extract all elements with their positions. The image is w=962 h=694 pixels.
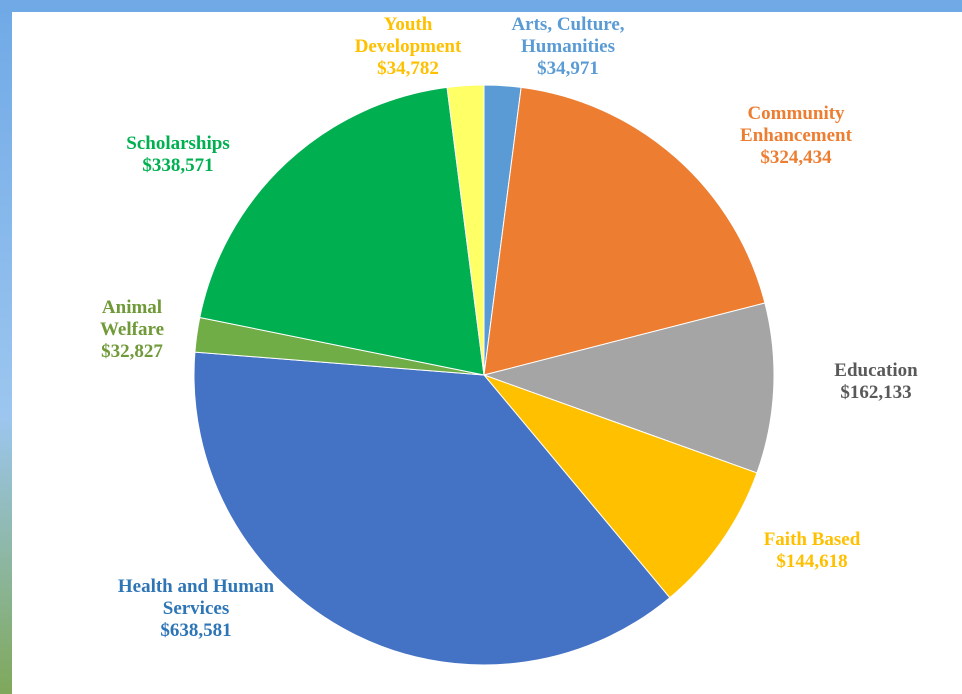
value-label: $338,571 (142, 155, 214, 176)
value-label: $324,434 (760, 147, 832, 168)
value-label: $32,827 (101, 341, 163, 362)
category-label: Faith Based (763, 529, 861, 550)
category-label: Scholarships (126, 133, 230, 154)
slice-label: Animal Welfare $32,827 (87, 297, 177, 363)
pie-slice (482, 373, 758, 599)
pie-slice (483, 86, 766, 376)
value-label: $34,782 (377, 58, 439, 79)
pie-slice (482, 302, 775, 474)
category-label: Education (834, 360, 918, 381)
category-label: Animal Welfare (99, 297, 164, 340)
pie-slice (193, 351, 671, 666)
slice-label: Youth Development $34,782 (338, 14, 478, 80)
value-label: $144,618 (776, 551, 848, 572)
slice-label: Scholarships $338,571 (78, 133, 278, 177)
value-label: $34,971 (537, 58, 599, 79)
slice-label: Health and Human Services $638,581 (109, 576, 284, 642)
slice-label: Faith Based $144,618 (712, 529, 912, 573)
value-label: $638,581 (160, 620, 232, 641)
category-label: Community Enhancement (740, 103, 852, 146)
value-label: $162,133 (840, 382, 912, 403)
slice-label: Community Enhancement $324,434 (729, 103, 864, 169)
slice-label: Education $162,133 (776, 360, 962, 404)
slice-label: Arts, Culture, Humanities $34,971 (493, 14, 643, 80)
category-label: Youth Development (354, 14, 462, 57)
category-label: Arts, Culture, Humanities (511, 14, 625, 57)
category-label: Health and Human Services (117, 576, 275, 619)
pie-slice (446, 84, 485, 376)
pie-slice (199, 86, 485, 376)
